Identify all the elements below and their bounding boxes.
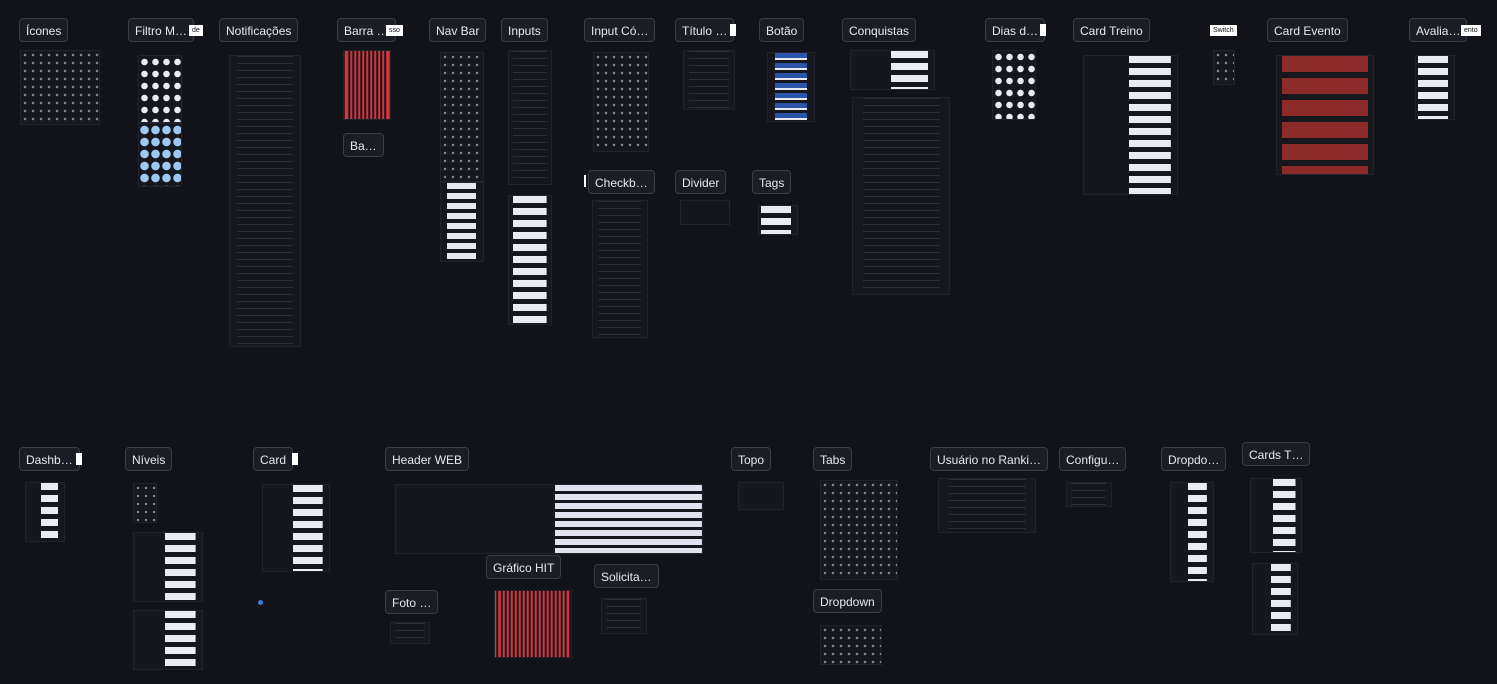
frame <box>343 50 391 120</box>
frame <box>758 205 798 235</box>
frame-label[interactable]: Título … <box>675 18 735 42</box>
frame <box>395 484 703 554</box>
frame-label[interactable]: Usuário no Ranki… <box>930 447 1049 471</box>
frame-label[interactable]: Notificações <box>219 18 299 42</box>
frame-label[interactable]: Avalia… <box>1409 18 1468 42</box>
frame-label[interactable]: Foto … <box>385 590 439 614</box>
frame-label[interactable]: Dropdown <box>813 589 882 613</box>
frame-label[interactable]: Configu… <box>1059 447 1127 471</box>
dot <box>258 600 263 605</box>
frame <box>680 200 730 225</box>
frame <box>683 50 735 110</box>
frame <box>767 52 815 122</box>
frame <box>494 590 572 658</box>
frame <box>133 532 203 602</box>
frame-label[interactable]: Nav Bar <box>429 18 487 42</box>
frame-label[interactable]: Cards T… <box>1242 442 1311 466</box>
frame <box>138 55 182 123</box>
frame <box>1276 55 1374 175</box>
frame <box>1170 482 1214 582</box>
frame-label[interactable]: Card <box>253 447 294 471</box>
frame-label[interactable]: Input Có… <box>584 18 656 42</box>
frame-label[interactable]: Filtro M… <box>128 18 194 42</box>
frame <box>138 123 182 187</box>
tag <box>1040 24 1046 36</box>
tag: sso <box>386 25 403 36</box>
frame-label[interactable]: Tabs <box>813 447 853 471</box>
frame <box>820 480 898 580</box>
frame-label[interactable]: Dashb… <box>19 447 80 471</box>
frame <box>592 200 648 338</box>
frame <box>508 50 552 185</box>
frame-label[interactable]: Divider <box>675 170 727 194</box>
frame-label[interactable]: Barra … <box>337 18 396 42</box>
frame <box>1213 50 1235 85</box>
tag: Switch <box>1210 25 1237 36</box>
frame <box>738 482 784 510</box>
frame-label[interactable]: Botão <box>759 18 805 42</box>
frame <box>390 622 430 644</box>
frame-label[interactable]: Dropdo… <box>1161 447 1227 471</box>
frame-label[interactable]: Topo <box>731 447 772 471</box>
frame-label[interactable]: Header WEB <box>385 447 470 471</box>
frame-label[interactable]: Ícones <box>19 18 69 42</box>
frame-label[interactable]: Níveis <box>125 447 173 471</box>
frame <box>133 610 203 670</box>
frame <box>20 50 100 125</box>
tag <box>730 24 736 36</box>
frame-label[interactable]: Tags <box>752 170 792 194</box>
frame-label[interactable]: Gráfico HIT <box>486 555 562 579</box>
frame-label[interactable]: Checkb… <box>588 170 655 194</box>
frame <box>1083 55 1178 195</box>
tag <box>584 175 586 187</box>
frame-label[interactable]: Card Treino <box>1073 18 1150 42</box>
tag: de <box>189 25 203 36</box>
frame <box>25 482 65 542</box>
frame <box>992 50 1036 120</box>
tag <box>292 453 298 465</box>
frame <box>440 52 484 182</box>
frame <box>1415 55 1455 120</box>
frame <box>262 484 330 572</box>
frame <box>938 478 1036 533</box>
frame <box>850 50 935 90</box>
frame <box>820 625 882 665</box>
frame <box>593 52 649 152</box>
frame <box>133 483 157 523</box>
frame <box>508 195 552 325</box>
frame <box>229 55 301 347</box>
frame-label[interactable]: Card Evento <box>1267 18 1348 42</box>
tag: ento <box>1461 25 1481 36</box>
frame-label[interactable]: Ba… <box>343 133 384 157</box>
frame-label[interactable]: Dias d… <box>985 18 1046 42</box>
frame <box>440 182 484 262</box>
tag <box>76 453 82 465</box>
frame <box>1066 482 1112 507</box>
frame-label[interactable]: Conquistas <box>842 18 917 42</box>
frame-label[interactable]: Inputs <box>501 18 548 42</box>
frame <box>1250 478 1302 553</box>
frame <box>1252 563 1298 635</box>
frame-label[interactable]: Solicita… <box>594 564 659 588</box>
frame <box>852 97 950 295</box>
frame <box>601 598 647 634</box>
